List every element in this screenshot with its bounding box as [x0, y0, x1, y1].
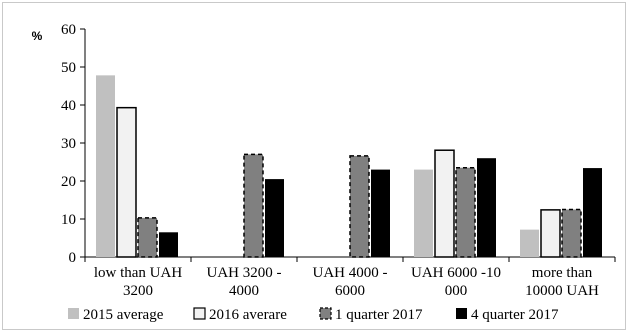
legend-label: 4 quarter 2017 — [471, 307, 559, 323]
bar — [116, 106, 137, 258]
x-category-label-line: 6000 — [335, 283, 365, 299]
bar — [583, 168, 602, 257]
x-category-label-line: UAH 6000 -10 — [411, 265, 501, 281]
bar-chart: 0 10 20 30 40 50 60% low than UAH 3200 UAH 3200 -… — [32, 22, 616, 323]
y-tick-label: 0 — [69, 250, 77, 266]
y-tick-label: 20 — [61, 174, 76, 190]
bar — [477, 158, 496, 257]
y-tick-label: 40 — [61, 98, 76, 114]
y-tick-label: 10 — [61, 212, 76, 228]
x-category-label-line: UAH 4000 - — [313, 265, 388, 281]
bar — [349, 155, 370, 258]
bar — [265, 179, 284, 257]
x-category-label-line: more than — [532, 265, 593, 281]
bar — [414, 169, 433, 257]
bar — [520, 229, 539, 257]
legend: 2015 average 2016 averare 1 quarter 2017 4 … — [68, 307, 559, 323]
y-tick-label: 60 — [61, 22, 76, 38]
bar — [540, 209, 561, 258]
labels-layer: 0 10 20 30 40 50 60% low than UAH 3200 UAH 3200 -… — [32, 22, 599, 299]
legend-swatch — [456, 308, 467, 319]
bar — [159, 232, 178, 257]
x-category-label-line: 000 — [445, 283, 468, 299]
legend-label: 2016 averare — [209, 307, 287, 323]
x-category-label-line: 10000 UAH — [525, 283, 599, 299]
legend-swatch — [319, 307, 332, 320]
x-category-label: low than UAH 3200 — [94, 265, 182, 299]
chart-container: 0 10 20 30 40 50 60% low than UAH 3200 UAH 3200 -… — [2, 2, 626, 330]
x-category-label: more than 10000 UAH — [525, 265, 599, 299]
y-axis-unit-label: % — [32, 29, 43, 43]
x-category-label: UAH 6000 -10 000 — [411, 265, 501, 299]
x-category-label-line: 4000 — [229, 283, 259, 299]
axes-layer — [80, 28, 616, 262]
bar — [561, 208, 582, 258]
x-category-label: UAH 4000 - 6000 — [313, 265, 388, 299]
y-tick-label: 30 — [61, 136, 76, 152]
bar — [137, 217, 158, 258]
bar — [96, 75, 115, 257]
legend-label: 1 quarter 2017 — [335, 307, 423, 323]
x-category-label: UAH 3200 - 4000 — [207, 265, 282, 299]
legend-swatch — [68, 308, 79, 319]
bar — [434, 149, 455, 258]
bars-layer — [96, 75, 602, 258]
x-category-label-line: UAH 3200 - — [207, 265, 282, 281]
legend-label: 2015 average — [83, 307, 164, 323]
y-tick-label: 50 — [61, 60, 76, 76]
bar — [243, 153, 264, 258]
x-category-label-line: 3200 — [123, 283, 153, 299]
bar — [371, 169, 390, 257]
x-category-label-line: low than UAH — [94, 265, 182, 281]
bar — [455, 166, 476, 258]
legend-swatch — [193, 307, 206, 320]
